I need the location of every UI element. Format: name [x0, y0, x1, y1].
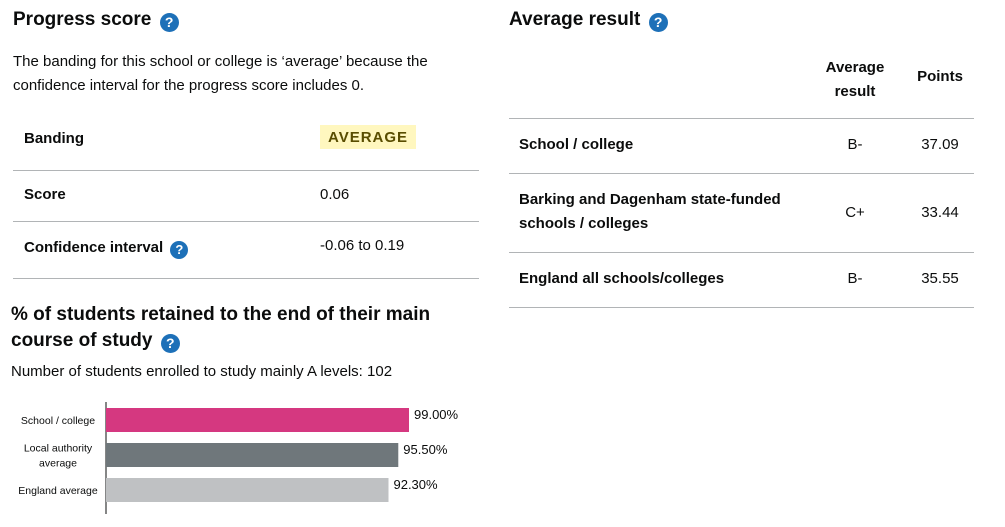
divider [509, 118, 974, 119]
status-badge: AVERAGE [320, 125, 417, 149]
retention-chart: 99.00% School / college 95.50% Local author… [0, 398, 500, 518]
score-value: 0.06 [320, 186, 350, 203]
banding-badge: AVERAGE [320, 125, 417, 149]
average-result-title: Average result [509, 9, 641, 30]
divider [13, 170, 479, 171]
chart-bar [106, 443, 399, 467]
chart-value-label: 92.30% [393, 477, 438, 492]
help-icon[interactable]: ? [159, 13, 179, 32]
chart-bar [106, 408, 409, 432]
progress-score-title: Progress score [13, 9, 152, 30]
confidence-interval-heading: Confidence interval ? [24, 239, 189, 259]
chart-category-label: England average [18, 485, 98, 497]
progress-description: The banding for this school or college i… [13, 53, 428, 94]
divider [509, 307, 974, 308]
average-result-heading: Average result ? [509, 7, 668, 33]
result-row-grade: C+ [845, 204, 865, 221]
result-row-grade: B- [847, 270, 863, 287]
result-row-points: 33.44 [921, 204, 959, 221]
chart-category-label: School / college [21, 415, 95, 427]
retention-subtitle: Number of students enrolled to study mai… [11, 363, 393, 380]
divider [13, 221, 479, 222]
divider [13, 278, 479, 279]
retention-title: % of students retained to the end of the… [11, 304, 431, 351]
result-row-points: 35.55 [921, 270, 959, 287]
retention-bar-chart: 99.00% School / college 95.50% Local author… [18, 402, 459, 514]
retention-heading: % of students retained to the end of the… [11, 302, 481, 354]
result-row-name: Barking and Dagenham state-funded school… [519, 191, 781, 232]
chart-value-label: 99.00% [414, 407, 459, 422]
confidence-interval-value: -0.06 to 0.19 [320, 237, 405, 254]
progress-score-heading: Progress score ? [13, 7, 179, 33]
result-row-points: 37.09 [921, 136, 959, 153]
help-icon[interactable]: ? [160, 334, 180, 353]
chart-category-label: Local authority average [24, 443, 93, 470]
help-icon[interactable]: ? [170, 241, 189, 259]
divider [509, 173, 974, 174]
help-icon[interactable]: ? [648, 13, 668, 32]
result-row-grade: B- [847, 136, 863, 153]
result-row-name: School / college [519, 136, 634, 153]
chart-value-label: 95.50% [403, 442, 448, 457]
column-header-average-result: Average result [825, 59, 885, 100]
banding-label: Banding [24, 130, 84, 147]
result-row-name: England all schools/colleges [519, 270, 725, 287]
score-label: Score [24, 186, 66, 203]
divider [509, 252, 974, 253]
column-header-points: Points [917, 68, 963, 85]
confidence-interval-label: Confidence interval [24, 239, 164, 256]
chart-bar [106, 478, 389, 502]
